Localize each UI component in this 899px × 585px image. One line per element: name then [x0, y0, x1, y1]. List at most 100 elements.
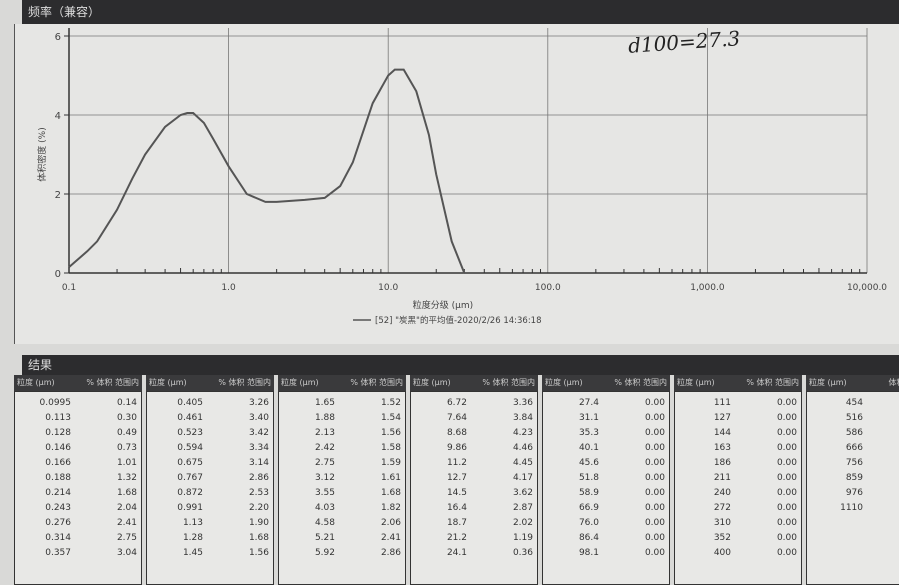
volume-cell: 0.00 — [645, 516, 665, 531]
x-tick-label: 100.0 — [535, 283, 561, 293]
volume-cell: 2.87 — [513, 501, 533, 516]
volume-cell: 1.56 — [249, 546, 269, 561]
results-header: 结果 — [22, 355, 899, 375]
table-row: 0.405 3.26 — [147, 396, 273, 411]
volume-cell: 1.54 — [381, 411, 401, 426]
volume-cell: 2.86 — [249, 471, 269, 486]
volume-header: % 体积 范围内 — [614, 375, 667, 391]
size-header: 粒度 (µm) — [17, 375, 55, 391]
volume-cell: 3.34 — [249, 441, 269, 456]
x-tick-label: 10.0 — [378, 283, 398, 293]
volume-cell: 3.40 — [249, 411, 269, 426]
size-cell: 0.314 — [21, 531, 71, 546]
volume-cell: 3.62 — [513, 486, 533, 501]
volume-cell: 2.06 — [381, 516, 401, 531]
table-row: 7560.00 — [807, 456, 899, 471]
volume-cell: 0.00 — [645, 471, 665, 486]
size-cell: 0.405 — [153, 396, 203, 411]
size-cell: 21.2 — [417, 531, 467, 546]
table-row: 1.28 1.68 — [147, 531, 273, 546]
size-cell: 6.72 — [417, 396, 467, 411]
table-row: 5160.00 — [807, 411, 899, 426]
size-cell: 0.991 — [153, 501, 203, 516]
size-cell: 0.128 — [21, 426, 71, 441]
volume-cell: 1.32 — [117, 471, 137, 486]
volume-cell: 0.00 — [645, 501, 665, 516]
column-header: 粒度 (µm)% 体积 范围内 — [674, 375, 802, 391]
y-tick-label: 6 — [55, 32, 61, 43]
size-cell: 2.42 — [285, 441, 335, 456]
size-cell: 0.146 — [21, 441, 71, 456]
column-header: 粒度 (µm) % 体积 范围内 — [542, 375, 670, 391]
x-tick-label: 1.0 — [221, 283, 236, 293]
volume-cell: 0.00 — [645, 486, 665, 501]
volume-cell: 3.26 — [249, 396, 269, 411]
volume-cell: 0.00 — [777, 546, 797, 561]
size-header: 粒度 (µm) — [149, 375, 187, 391]
volume-cell: 3.04 — [117, 546, 137, 561]
size-cell: 11.2 — [417, 456, 467, 471]
size-cell: 0.594 — [153, 441, 203, 456]
volume-cell: 0.00 — [777, 516, 797, 531]
size-cell: 0.243 — [21, 501, 71, 516]
y-tick-label: 0 — [55, 269, 61, 280]
volume-cell: 0.00 — [777, 396, 797, 411]
size-cell: 0.357 — [21, 546, 71, 561]
volume-cell: 1.61 — [381, 471, 401, 486]
column-header: 粒度 (µm)% 体积 范围内 — [278, 375, 406, 391]
size-cell: 40.1 — [549, 441, 599, 456]
size-cell: 0.461 — [153, 411, 203, 426]
size-cell: 976 — [813, 486, 863, 501]
size-cell: 859 — [813, 471, 863, 486]
size-cell: 51.8 — [549, 471, 599, 486]
column-header: 粒度 (µm)% 体积 范围内 — [146, 375, 274, 391]
volume-header: % 体积 范围内 — [746, 375, 799, 391]
chart-header: 频率（兼容） — [22, 0, 899, 24]
size-cell: 1.28 — [153, 531, 203, 546]
y-axis-label: 体积密度 (%) — [36, 127, 48, 181]
size-cell: 9.86 — [417, 441, 467, 456]
series-line — [69, 70, 464, 273]
size-cell: 186 — [681, 456, 731, 471]
block-body: 4540.005160.005860.006660.007560.008590.… — [806, 391, 899, 585]
size-header: 粒度 (µm) — [545, 375, 583, 391]
volume-cell: 1.90 — [249, 516, 269, 531]
size-cell: 5.92 — [285, 546, 335, 561]
volume-cell: 1.52 — [381, 396, 401, 411]
size-cell: 58.9 — [549, 486, 599, 501]
size-cell: 272 — [681, 501, 731, 516]
volume-cell: 1.68 — [249, 531, 269, 546]
